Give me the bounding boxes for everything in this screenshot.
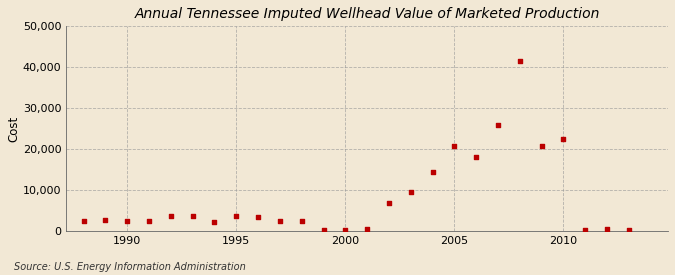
Title: Annual Tennessee Imputed Wellhead Value of Marketed Production: Annual Tennessee Imputed Wellhead Value … [134,7,600,21]
Point [209,220,220,224]
Point [624,228,634,232]
Point [558,137,569,141]
Point [165,213,176,218]
Point [122,218,133,223]
Point [406,190,416,194]
Point [427,170,438,174]
Point [514,59,525,63]
Point [275,218,286,223]
Point [144,219,155,224]
Text: Source: U.S. Energy Information Administration: Source: U.S. Energy Information Administ… [14,262,245,272]
Point [536,144,547,148]
Point [580,228,591,232]
Point [601,227,612,231]
Point [449,144,460,148]
Y-axis label: Cost: Cost [7,116,20,142]
Point [78,219,89,223]
Point [493,122,504,127]
Point [296,219,307,224]
Point [100,218,111,222]
Point [362,227,373,231]
Point [231,213,242,218]
Point [252,215,263,219]
Point [470,155,481,160]
Point [318,228,329,232]
Point [383,201,394,205]
Point [340,228,351,233]
Point [187,213,198,218]
